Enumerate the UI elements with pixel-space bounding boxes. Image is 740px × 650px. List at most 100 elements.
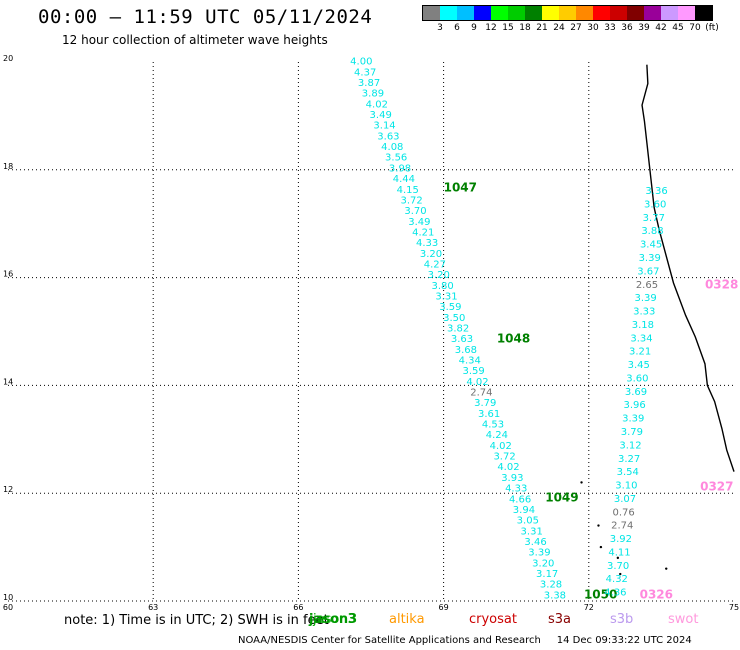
wave-height-value: 3.63 <box>451 334 473 345</box>
wave-height-value: 3.10 <box>615 481 637 492</box>
legend-label: 33 <box>604 23 616 33</box>
legend-swatch <box>457 6 474 20</box>
legend-swatch <box>695 6 712 20</box>
legend-color-bar <box>422 5 713 21</box>
wave-height-value: 3.88 <box>641 226 663 237</box>
wave-height-value: 0.76 <box>613 507 635 518</box>
legend-label: 45 <box>672 23 684 33</box>
wave-height-value: 3.21 <box>629 347 651 358</box>
legend-swatch <box>644 6 661 20</box>
satellite-cryosat: cryosat <box>469 612 517 627</box>
satellite-swot: swot <box>668 612 699 627</box>
wave-height-value: 3.54 <box>617 467 639 478</box>
wave-height-value: 3.49 <box>370 110 392 121</box>
lat-tick-label: 12 <box>3 485 13 494</box>
footer-note: note: 1) Time is in UTC; 2) SWH is in fe… <box>64 613 329 628</box>
legend-swatch <box>423 6 440 20</box>
footer-credit: NOAA/NESDIS Center for Satellite Applica… <box>238 635 692 646</box>
wave-height-value: 4.02 <box>497 462 519 473</box>
wave-height-value: 2.74 <box>470 388 492 399</box>
wave-height-value: 3.60 <box>644 199 666 210</box>
wave-height-value: 4.27 <box>424 259 446 270</box>
island-marker <box>619 572 622 576</box>
lon-tick-label: 72 <box>584 603 594 612</box>
legend-labels: 3 6 9 12 15 18 21 24 27 30 33 36 39 42 45 70 (ft) <box>422 21 719 33</box>
wave-height-value: 3.20 <box>428 270 450 281</box>
legend-swatch <box>440 6 457 20</box>
legend-label: 6 <box>454 23 460 33</box>
satellite-altika: altika <box>389 612 425 627</box>
wave-height-value: 4.15 <box>397 185 419 196</box>
lat-lon-grid <box>8 62 734 602</box>
legend-swatch <box>576 6 593 20</box>
legend-swatch <box>491 6 508 20</box>
lat-tick-label: 18 <box>3 162 13 171</box>
wave-height-value: 3.46 <box>524 537 546 548</box>
wave-height-value: 3.39 <box>634 293 656 304</box>
wave-height-value: 3.77 <box>643 213 665 224</box>
wave-height-value: 4.32 <box>606 574 628 585</box>
legend-label: 42 <box>655 23 667 33</box>
pass-number-label: 1049 <box>545 490 578 504</box>
wave-height-value: 3.17 <box>536 569 558 580</box>
wave-height-value: 3.45 <box>640 240 662 251</box>
wave-height-value: 3.70 <box>404 206 426 217</box>
pass-number-label: 0326 <box>640 587 673 601</box>
lon-tick-label: 66 <box>293 603 303 612</box>
wave-height-value: 4.34 <box>459 356 481 367</box>
wave-height-value: 3.92 <box>610 534 632 545</box>
wave-height-value: 3.31 <box>435 291 457 302</box>
wave-height-value: 3.20 <box>532 558 554 569</box>
axis-ticks: 60 63 66 69 72 75 20 18 16 14 12 10 <box>3 54 739 612</box>
wave-height-value: 3.98 <box>389 163 411 174</box>
wave-height-value: 3.33 <box>633 307 655 318</box>
lat-tick-label: 16 <box>3 270 13 279</box>
generated-timestamp: 14 Dec 09:33:22 UTC 2024 <box>556 635 692 646</box>
pass-number-label: 1048 <box>497 331 530 345</box>
legend-swatch <box>610 6 627 20</box>
pass-number-label: 1047 <box>444 180 477 194</box>
lat-tick-label: 20 <box>3 54 13 63</box>
legend-swatch <box>525 6 542 20</box>
page-title: 00:00 – 11:59 UTC 05/11/2024 <box>38 6 373 28</box>
india-coastline <box>641 64 735 472</box>
legend-label: 15 <box>502 23 514 33</box>
legend-swatch <box>593 6 610 20</box>
wave-height-value: 3.72 <box>493 452 515 463</box>
wave-height-value: 4.21 <box>412 227 434 238</box>
wave-height-value: 3.56 <box>385 153 407 164</box>
wave-height-value: 3.79 <box>474 398 496 409</box>
wave-height-value: 4.02 <box>490 441 512 452</box>
wave-height-value: 4.33 <box>416 238 438 249</box>
wave-height-value: 3.20 <box>420 249 442 260</box>
wave-height-value: 3.05 <box>517 516 539 527</box>
pass-labels: 0328 0327 0326 <box>640 277 739 601</box>
legend-label: 24 <box>553 23 565 33</box>
pass-number-label: 1050 <box>584 587 617 601</box>
page-subtitle: 12 hour collection of altimeter wave hei… <box>62 33 328 47</box>
wave-height-value: 3.69 <box>625 387 647 398</box>
legend-label: 12 <box>485 23 497 33</box>
coastline <box>580 64 735 576</box>
wave-height-value: 3.59 <box>462 366 484 377</box>
legend-label: 70 <box>689 23 701 33</box>
wave-height-value: 4.36 <box>604 588 626 599</box>
wave-height-value: 4.02 <box>466 377 488 388</box>
island-marker <box>599 545 603 549</box>
wave-height-value: 3.79 <box>621 427 643 438</box>
wave-height-value: 3.39 <box>528 548 550 559</box>
island-marker <box>597 524 600 527</box>
wave-height-value: 3.12 <box>619 440 641 451</box>
lon-tick-label: 75 <box>729 603 739 612</box>
satellite-overlay-label: jason3 <box>309 612 358 627</box>
wave-height-value: 4.37 <box>354 67 376 78</box>
legend-label: 27 <box>570 23 582 33</box>
wave-height-value: 3.34 <box>630 333 652 344</box>
wave-height-value: 3.68 <box>455 345 477 356</box>
satellite-s3b: s3b <box>610 612 634 627</box>
legend-label: 30 <box>587 23 599 33</box>
island-marker <box>665 567 668 570</box>
wave-height-value: 3.27 <box>618 454 640 465</box>
lon-tick-label: 60 <box>3 603 13 612</box>
